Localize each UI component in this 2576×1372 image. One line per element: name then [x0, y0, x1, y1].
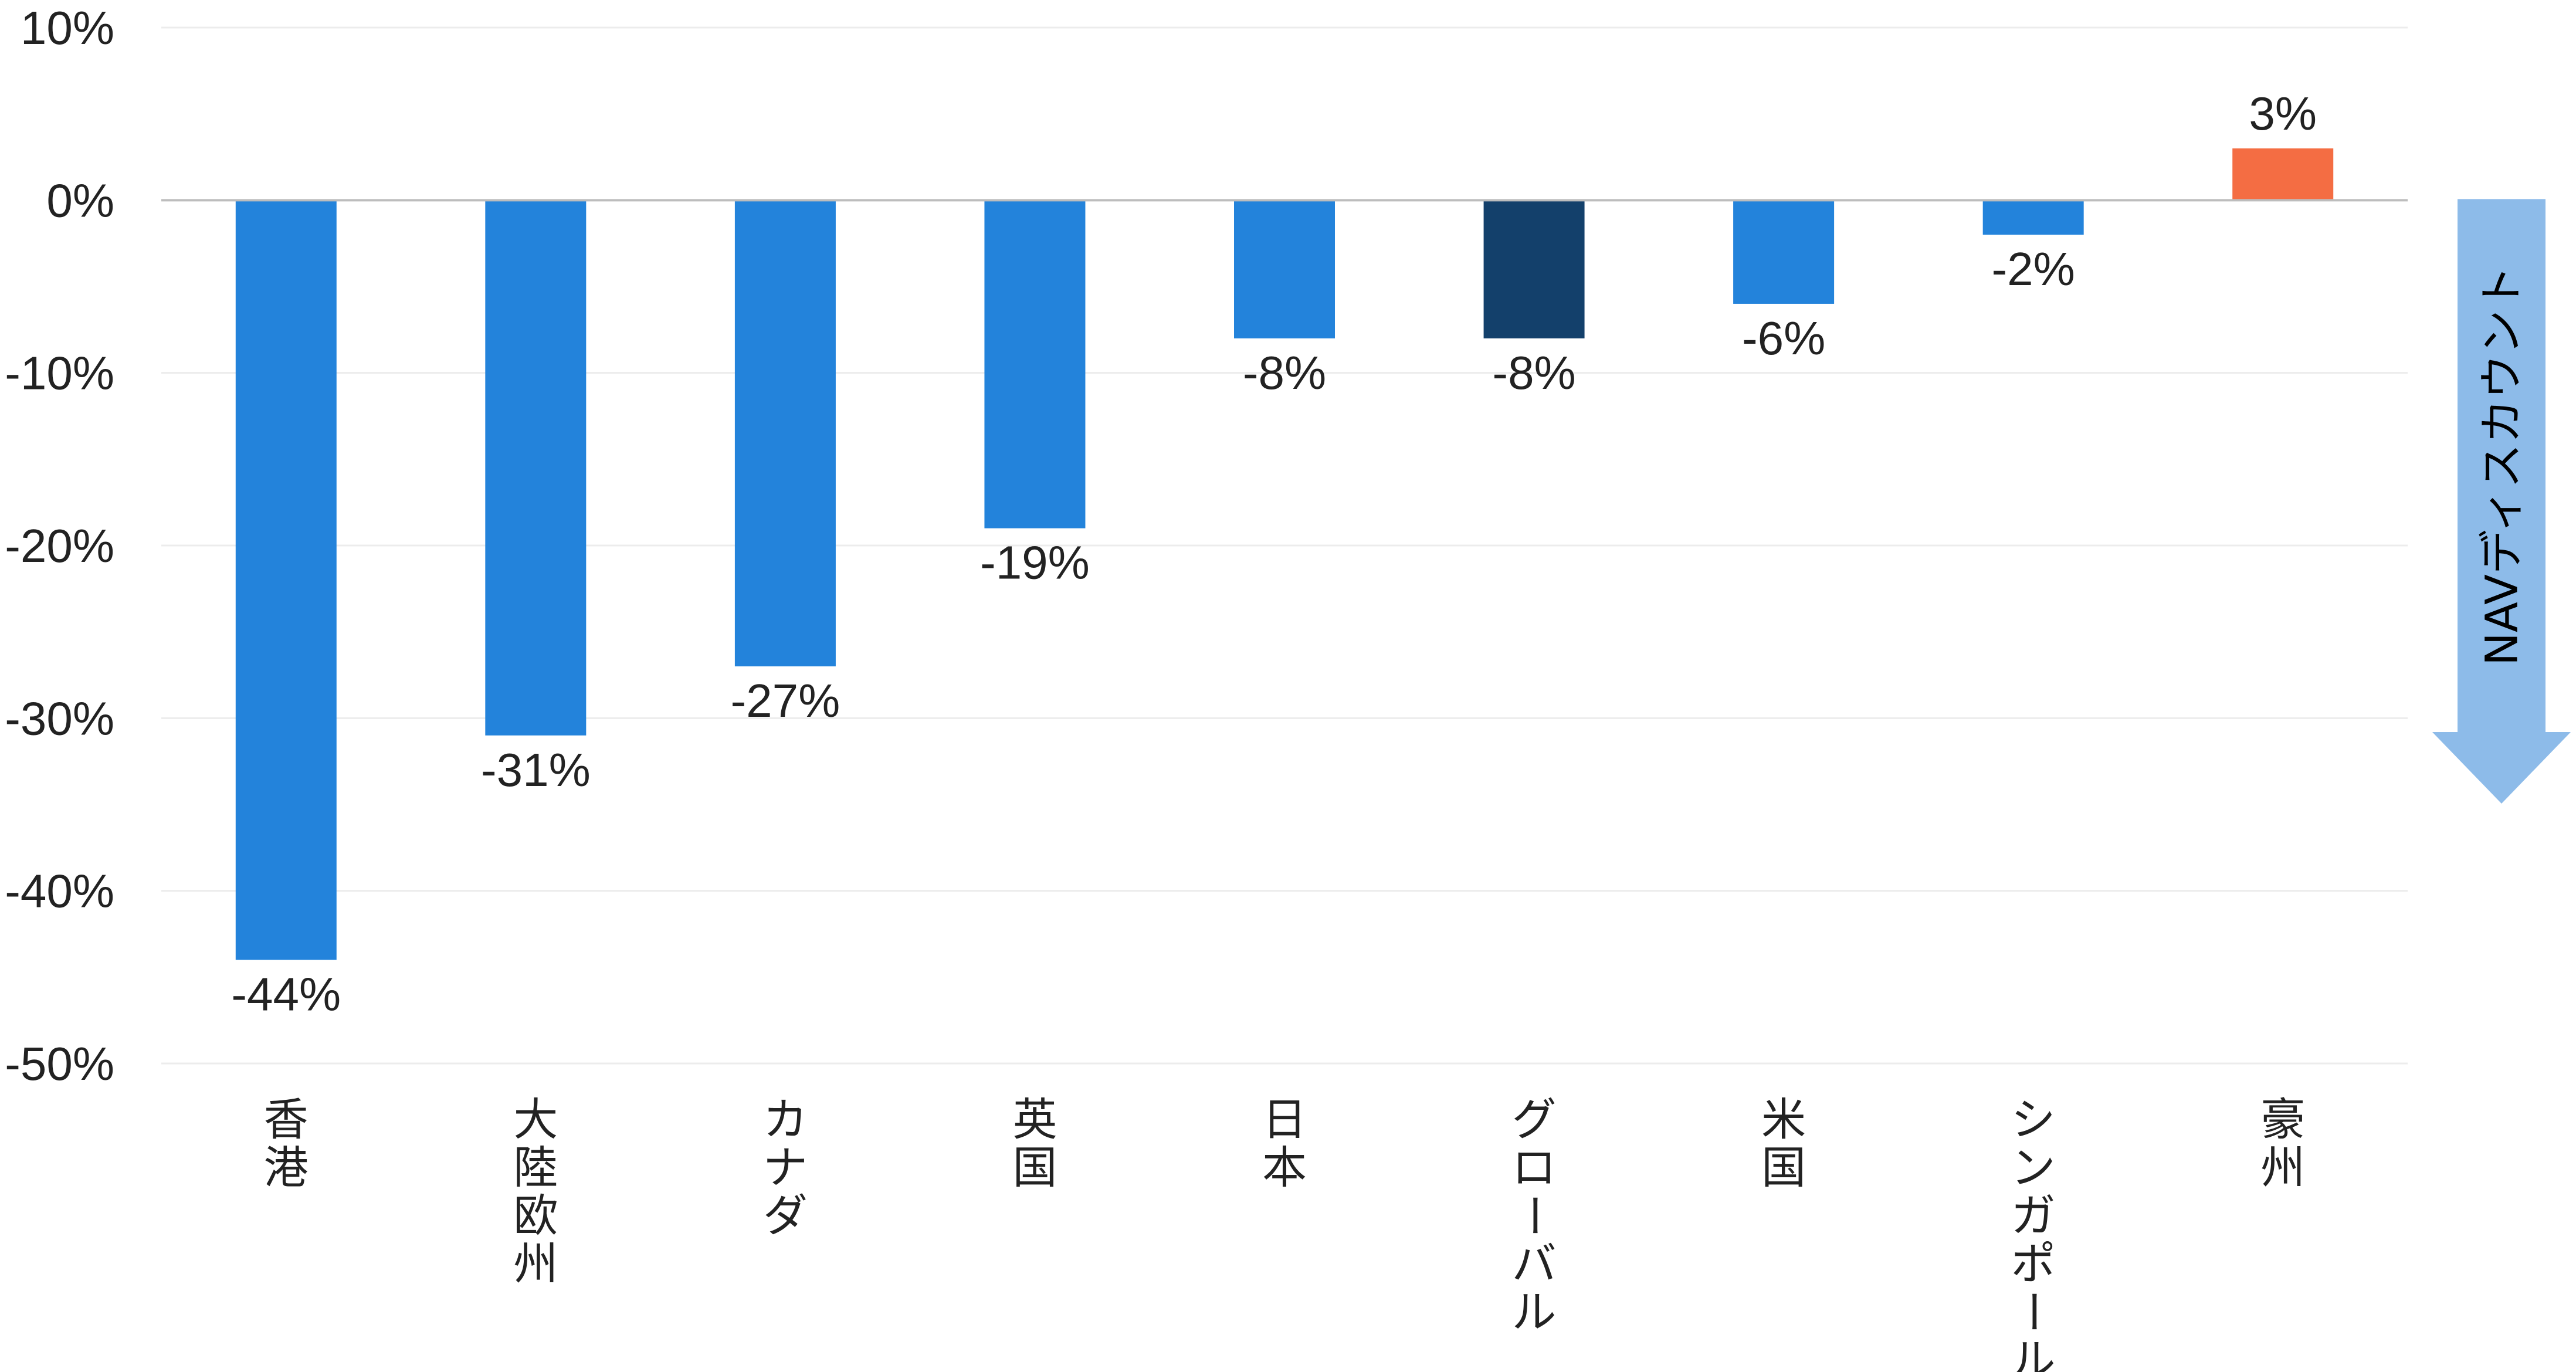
category-label: カナダ: [763, 1093, 808, 1242]
y-tick-label: -40%: [5, 865, 114, 917]
category-label-char: 州: [2260, 1141, 2305, 1194]
y-tick-label: -20%: [5, 520, 114, 572]
category-label: 日本: [1262, 1093, 1307, 1194]
category-label-char: 豪: [2260, 1093, 2305, 1146]
category-label-char: ロ: [1512, 1141, 1557, 1194]
category-label-char: 英: [1012, 1093, 1057, 1146]
category-label: 香港: [264, 1093, 309, 1194]
y-tick-label: -10%: [5, 347, 114, 399]
category-label-char: ル: [1512, 1286, 1557, 1338]
data-label: -27%: [731, 675, 840, 727]
category-label-char: ポ: [2011, 1238, 2056, 1290]
bar: [235, 200, 337, 960]
data-label: -44%: [231, 968, 341, 1020]
bar: [485, 200, 587, 736]
bar: [1733, 200, 1835, 304]
data-label: -6%: [1742, 312, 1825, 364]
data-label: -2%: [1992, 243, 2075, 295]
category-label-char: バ: [1512, 1238, 1557, 1290]
bar: [984, 200, 1086, 529]
category-label-char: ー: [1508, 1193, 1560, 1238]
category-label-char: カ: [763, 1093, 808, 1146]
data-label: -19%: [980, 537, 1090, 589]
category-label-char: ル: [2011, 1334, 2056, 1372]
bar: [1982, 200, 2084, 235]
category-label-char: 国: [1012, 1141, 1057, 1194]
y-tick-label: -30%: [5, 692, 114, 744]
bar: [1234, 200, 1335, 338]
category-label-char: 州: [513, 1238, 558, 1290]
category-label-char: ガ: [2011, 1190, 2056, 1242]
data-labels: -44% -31% -27% -19% -8% -8% -6% -2% 3%: [231, 87, 2317, 1020]
category-label-char: ン: [2011, 1141, 2056, 1194]
category-label-char: グ: [1512, 1093, 1557, 1146]
bar: [2232, 148, 2334, 201]
category-label-char: 陸: [513, 1141, 558, 1194]
category-label-char: ダ: [763, 1190, 808, 1242]
y-tick-label: -50%: [5, 1038, 114, 1090]
category-label-char: 国: [1761, 1141, 1806, 1194]
category-label-char: 本: [1262, 1141, 1307, 1194]
y-tick-label: 0%: [46, 174, 114, 226]
bars: [235, 148, 2334, 960]
nav-discount-arrow: NAVディスカウント: [2432, 199, 2571, 804]
data-label: -8%: [1492, 347, 1575, 399]
category-label: 豪州: [2260, 1093, 2305, 1194]
data-label: -8%: [1243, 347, 1326, 399]
bar: [1483, 200, 1585, 338]
category-label-char: ナ: [763, 1141, 808, 1194]
category-label-char: 大: [513, 1093, 558, 1146]
category-label-char: 米: [1761, 1093, 1806, 1146]
bar: [734, 200, 836, 667]
data-label: 3%: [2249, 87, 2317, 140]
category-label-char: 香: [264, 1093, 309, 1146]
y-tick-label: 10%: [21, 2, 114, 54]
y-axis-ticks: 10% 0% -10% -20% -30% -40% -50%: [5, 2, 114, 1090]
category-label: 米国: [1761, 1093, 1806, 1194]
category-label-char: 日: [1262, 1093, 1307, 1146]
category-label-char: 港: [264, 1141, 309, 1194]
category-label-char: 欧: [513, 1190, 558, 1242]
data-label: -31%: [481, 744, 591, 796]
down-arrow-icon: [2432, 199, 2571, 804]
category-label-char: ー: [2007, 1289, 2059, 1334]
nav-discount-label: NAVディスカウント: [2476, 265, 2528, 666]
category-label: 英国: [1012, 1093, 1057, 1194]
category-label-char: シ: [2011, 1093, 2056, 1146]
